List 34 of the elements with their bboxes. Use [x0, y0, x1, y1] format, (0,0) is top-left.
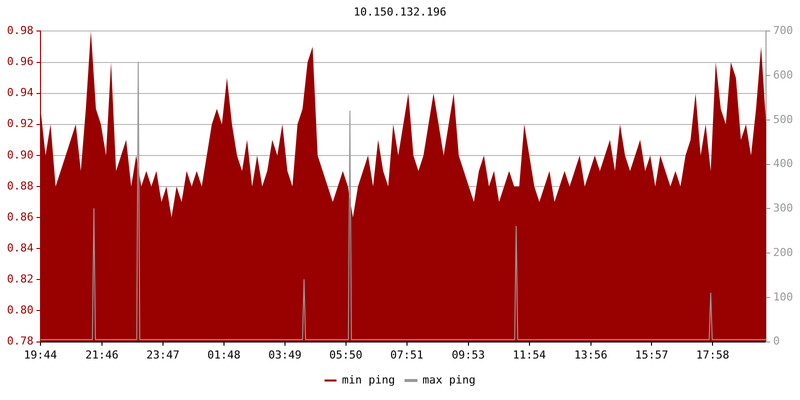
y-tick-label: 0.84 — [6, 241, 34, 254]
x-tick-label: 09:53 — [452, 348, 485, 362]
y2-tick-label: 0 — [773, 334, 780, 348]
x-tick-label: 01:48 — [207, 348, 240, 362]
x-tick-label: 03:49 — [268, 348, 302, 362]
y-tick-label: 0.78 — [6, 334, 34, 348]
chart-title: 10.150.132.196 — [354, 5, 446, 18]
y-tick-label: 0.82 — [6, 272, 34, 286]
y2-tick-label: 100 — [773, 290, 794, 304]
y2-tick-label: 300 — [773, 202, 794, 215]
x-tick-label: 11:54 — [512, 348, 546, 362]
x-tick-label: 07:51 — [390, 348, 424, 362]
y2-tick-label: 200 — [773, 246, 794, 259]
x-tick-label: 13:56 — [574, 348, 608, 362]
y2-tick-label: 600 — [773, 68, 794, 82]
y-tick-label: 0.86 — [6, 210, 34, 224]
y-tick-label: 0.80 — [6, 304, 34, 317]
x-tick-label: 15:57 — [635, 348, 668, 362]
x-tick-label: 21:46 — [85, 348, 119, 362]
x-tick-label: 19:44 — [24, 348, 58, 362]
y-tick-label: 0.88 — [6, 179, 34, 192]
y2-tick-label: 700 — [773, 24, 794, 38]
x-tick-label: 23:47 — [146, 348, 180, 362]
y2-tick-label: 400 — [773, 157, 794, 170]
y-tick-label: 0.96 — [6, 55, 34, 68]
x-tick-label: 17:58 — [696, 348, 730, 362]
y-tick-label: 0.90 — [6, 148, 34, 162]
y-tick-label: 0.98 — [6, 24, 34, 38]
x-tick-label: 05:50 — [329, 348, 362, 362]
legend-label: max ping — [422, 373, 476, 386]
y-tick-label: 0.92 — [6, 117, 34, 130]
y2-tick-label: 500 — [773, 112, 794, 126]
legend-label: min ping — [342, 373, 396, 386]
y-tick-label: 0.94 — [6, 86, 34, 100]
